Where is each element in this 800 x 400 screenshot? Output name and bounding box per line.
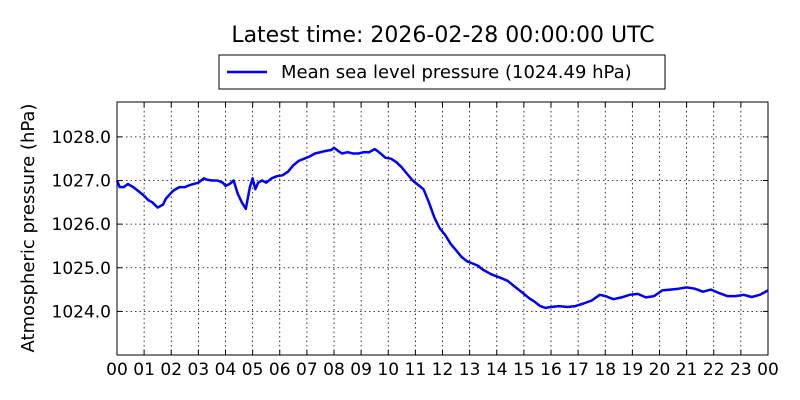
x-tick-label: 11: [405, 360, 427, 380]
x-tick-label: 21: [676, 360, 698, 380]
x-tick-label: 17: [567, 360, 589, 380]
legend-label: Mean sea level pressure (1024.49 hPa): [281, 62, 632, 83]
legend: Mean sea level pressure (1024.49 hPa): [218, 54, 666, 90]
x-tick-label: 07: [296, 360, 318, 380]
x-tick-label: 19: [622, 360, 644, 380]
x-tick-label: 04: [215, 360, 237, 380]
x-tick-label: 02: [160, 360, 182, 380]
x-tick-label: 00: [106, 360, 128, 380]
x-tick-label: 00: [757, 360, 779, 380]
y-tick-label: 1024.0: [52, 302, 111, 322]
y-tick-label: 1025.0: [52, 259, 111, 279]
x-tick-label: 01: [133, 360, 155, 380]
y-axis: 1024.0 1025.0 1026.0 1027.0 1028.0: [52, 128, 768, 322]
x-tick-label: 09: [350, 360, 372, 380]
x-tick-label: 10: [377, 360, 399, 380]
x-tick-label: 16: [540, 360, 562, 380]
series-line-mslp: [115, 146, 769, 310]
y-axis-label: Atmospheric pressure (hPa): [18, 104, 39, 353]
x-tick-label: 22: [703, 360, 725, 380]
x-tick-label: 13: [459, 360, 481, 380]
x-tick-label: 06: [269, 360, 291, 380]
x-tick-label: 12: [432, 360, 454, 380]
x-tick-label: 05: [242, 360, 264, 380]
x-tick-label: 18: [594, 360, 616, 380]
x-tick-label: 08: [323, 360, 345, 380]
x-tick-label: 23: [730, 360, 752, 380]
y-tick-label: 1027.0: [52, 172, 111, 192]
chart-title: Latest time: 2026-02-28 00:00:00 UTC: [231, 23, 654, 48]
grid: [117, 102, 768, 355]
x-tick-label: 03: [188, 360, 210, 380]
legend-box: [218, 54, 666, 90]
x-axis: 00 01 02 03 04 05 06 07 08 09 10 11 12 13 14 15 16 17 18 19…: [106, 102, 779, 380]
x-tick-label: 20: [649, 360, 671, 380]
plot-area: [115, 146, 769, 310]
x-tick-label: 14: [486, 360, 508, 380]
y-tick-label: 1026.0: [52, 215, 111, 235]
x-tick-label: 15: [513, 360, 535, 380]
y-tick-label: 1028.0: [52, 128, 111, 148]
